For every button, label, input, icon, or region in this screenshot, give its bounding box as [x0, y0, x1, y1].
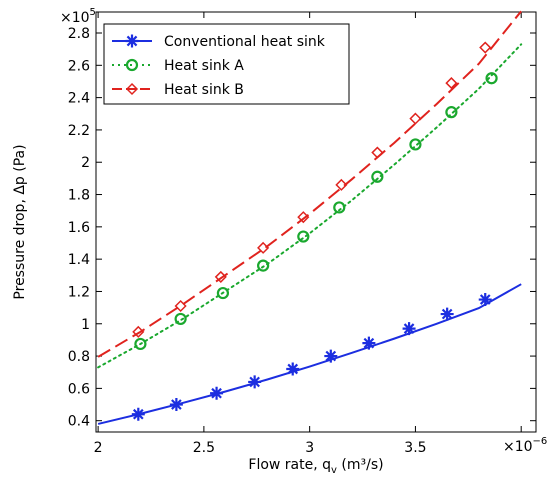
y-tick-label: 1.4	[68, 252, 90, 268]
data-point-heat-sink-a	[174, 312, 187, 326]
data-point-heat-sink-a	[297, 230, 310, 243]
data-point-heat-sink-b	[409, 112, 422, 125]
data-point-conventional-heat-sink	[131, 407, 145, 421]
legend-marker-heat-sink-b	[125, 82, 139, 96]
series-conventional-heat-sink	[97, 283, 522, 425]
x-axis: 2 2.5 3 3.5	[94, 12, 522, 456]
y-tick-label: 1.6	[68, 220, 90, 236]
data-point-heat-sink-a	[445, 106, 458, 119]
x-axis-title-unit: (m³/s)	[337, 457, 384, 473]
data-point-heat-sink-a	[216, 286, 230, 300]
data-point-heat-sink-b	[257, 241, 270, 254]
y-tick-label: 1.8	[68, 188, 90, 204]
data-point-heat-sink-a	[257, 259, 270, 272]
y-axis-title: Pressure drop, Δp (Pa)	[12, 144, 28, 299]
series-heat-sink-a	[97, 43, 523, 369]
y-tick-label: 1	[81, 317, 90, 333]
data-point-heat-sink-b	[174, 299, 187, 313]
data-point-heat-sink-b	[132, 325, 145, 338]
y-tick-label: 2.6	[68, 58, 90, 74]
legend-item-conventional-heat-sink: Conventional heat sink	[112, 34, 326, 50]
y-axis: 0.4 0.6 0.8 1 1.2 1.4 1.6 1.8 2 2.2 2.4 2.6 2.8	[68, 26, 536, 430]
data-point-conventional-heat-sink	[324, 349, 338, 363]
legend-box	[103, 23, 350, 105]
data-point-conventional-heat-sink	[362, 336, 376, 350]
legend-label-heat-sink-b: Heat sink B	[164, 82, 244, 98]
data-point-heat-sink-a	[134, 337, 147, 351]
x-tick-label: 3.5	[404, 440, 426, 456]
series-layer	[97, 10, 523, 425]
y-tick-label: 0.4	[68, 414, 90, 430]
x-multiplier-exponent: −6	[533, 436, 548, 447]
legend-label-heat-sink-a: Heat sink A	[164, 58, 244, 74]
x-axis-title-subscript: v	[331, 465, 337, 476]
legend: Conventional heat sink Heat sink A Heat si…	[103, 23, 350, 105]
x-tick-label: 2	[94, 440, 103, 456]
data-point-heat-sink-b	[214, 270, 227, 283]
data-point-heat-sink-a	[409, 138, 422, 151]
legend-label-conventional-heat-sink: Conventional heat sink	[164, 34, 326, 50]
data-point-heat-sink-b	[297, 211, 310, 224]
legend-marker-conventional-heat-sink	[125, 34, 139, 48]
data-point-heat-sink-a	[371, 170, 384, 183]
data-point-conventional-heat-sink	[402, 322, 416, 336]
data-point-conventional-heat-sink	[210, 386, 224, 400]
x-axis-multiplier: ×10−6	[503, 436, 547, 455]
y-tick-label: 2.4	[68, 91, 90, 107]
series-heat-sink-b	[97, 10, 522, 358]
data-point-conventional-heat-sink	[478, 293, 492, 307]
y-tick-label: 0.6	[68, 381, 90, 397]
y-tick-label: 1.2	[68, 284, 90, 300]
y-tick-label: 2.2	[68, 123, 90, 139]
data-point-conventional-heat-sink	[286, 362, 300, 376]
y-tick-label: 0.8	[68, 349, 90, 365]
legend-item-heat-sink-b: Heat sink B	[112, 82, 244, 98]
data-point-heat-sink-b	[371, 146, 384, 159]
series-line-heat-sink-b	[97, 10, 522, 358]
x-tick-label: 3	[305, 440, 314, 456]
data-point-heat-sink-b	[335, 178, 348, 191]
legend-marker-heat-sink-a	[125, 58, 139, 72]
data-point-conventional-heat-sink	[440, 307, 454, 321]
data-point-heat-sink-b	[479, 41, 492, 54]
data-point-conventional-heat-sink	[169, 398, 183, 412]
legend-item-heat-sink-a: Heat sink A	[112, 58, 244, 74]
y-tick-label: 2.8	[68, 26, 90, 42]
data-point-conventional-heat-sink	[248, 375, 262, 389]
y-multiplier-exponent: 5	[90, 7, 96, 18]
y-axis-multiplier: ×105	[60, 7, 96, 26]
x-axis-title: Flow rate, qv (m³/s)	[248, 457, 383, 476]
x-tick-label: 2.5	[193, 440, 215, 456]
y-tick-label: 2	[81, 155, 90, 171]
data-point-heat-sink-a	[333, 201, 346, 214]
data-point-heat-sink-a	[485, 72, 498, 85]
data-point-heat-sink-b	[445, 77, 458, 90]
